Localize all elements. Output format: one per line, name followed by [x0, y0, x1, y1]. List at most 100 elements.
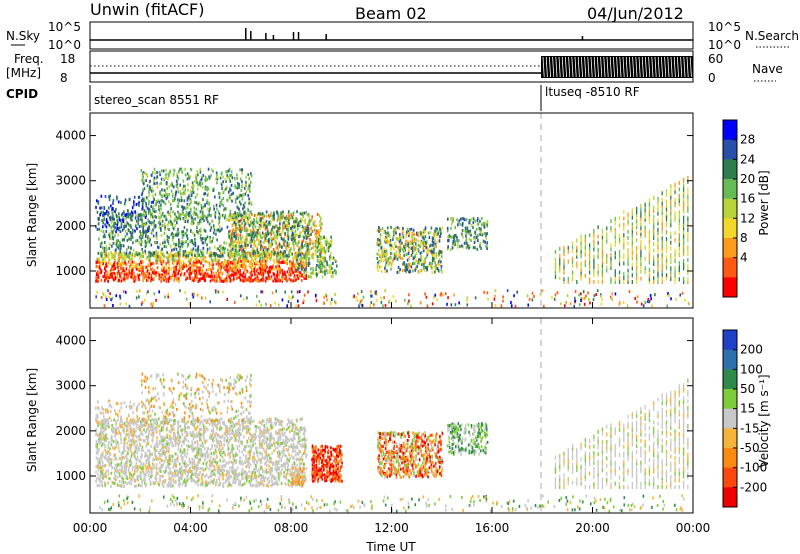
nsky-tick-bottom: 10^0: [48, 38, 81, 52]
scatter-cell: [235, 212, 237, 216]
scatter-cell: [160, 233, 163, 237]
scatter-cell: [322, 246, 325, 250]
scatter-cell: [385, 231, 387, 235]
scatter-cell: [179, 247, 182, 251]
scatter-cell: [278, 245, 281, 249]
scatter-cell: [230, 242, 233, 246]
scatter-cell: [199, 227, 202, 231]
scatter-cell: [154, 250, 157, 254]
scatter-cell: [380, 259, 382, 263]
scatter-cell: [667, 292, 669, 296]
scatter-cell: [281, 254, 284, 258]
scatter-cell: [180, 242, 183, 246]
scatter-cell: [453, 238, 455, 242]
scatter-cell: [661, 191, 663, 196]
scatter-cell: [194, 254, 196, 258]
scatter-cell: [177, 260, 179, 264]
scatter-cell: [174, 193, 177, 197]
scatter-cell: [477, 217, 479, 221]
scatter-cell: [202, 253, 205, 257]
scatter-cell: [393, 257, 396, 261]
scatter-cell: [610, 253, 612, 258]
scatter-cell: [514, 304, 517, 308]
scatter-cell: [289, 226, 292, 230]
scatter-cell: [230, 170, 233, 174]
scatter-cell: [597, 234, 599, 239]
scatter-cell: [589, 301, 591, 305]
scatter-cell: [294, 262, 297, 266]
scatter-cell: [189, 210, 192, 214]
scatter-cell: [636, 300, 638, 304]
scatter-cell: [121, 256, 123, 260]
scatter-cell: [127, 245, 130, 249]
scatter-cell: [268, 269, 270, 273]
scatter-cell: [294, 276, 296, 280]
scatter-cell: [640, 255, 642, 260]
scatter-cell: [281, 276, 283, 280]
scatter-cell: [399, 249, 401, 253]
scatter-cell: [105, 248, 108, 252]
scatter-cell: [167, 220, 170, 224]
scatter-cell: [221, 202, 223, 206]
scatter-cell: [402, 226, 404, 230]
scatter-cell: [302, 252, 305, 256]
scatter-cell: [222, 262, 224, 266]
scatter-cell: [249, 271, 252, 275]
scatter-cell: [222, 175, 224, 179]
scatter-cell: [208, 209, 211, 213]
scatter-cell: [326, 263, 328, 267]
scatter-cell: [242, 203, 245, 207]
scatter-cell: [584, 234, 587, 239]
scatter-cell: [606, 226, 608, 231]
scatter-cell: [97, 276, 100, 280]
scatter-cell: [232, 262, 234, 266]
scatter-cell: [415, 251, 418, 255]
scatter-cell: [225, 207, 228, 211]
scatter-cell: [107, 264, 109, 268]
scatter-cell: [238, 212, 241, 216]
scatter-cell: [573, 304, 576, 308]
scatter-cell: [279, 244, 282, 248]
scatter-cell: [401, 241, 403, 245]
scatter-cell: [466, 296, 469, 300]
scatter-cell: [112, 264, 114, 268]
scatter-cell: [648, 260, 651, 265]
scatter-cell: [263, 256, 265, 260]
scatter-cell: [156, 261, 158, 265]
scatter-cell: [412, 245, 415, 249]
scatter-cell: [181, 236, 184, 240]
scatter-cell: [425, 241, 427, 245]
scatter-cell: [614, 242, 616, 247]
scatter-cell: [167, 295, 169, 299]
scatter-cell: [139, 265, 141, 269]
scatter-cell: [273, 213, 275, 217]
scatter-cell: [181, 230, 183, 234]
scatter-cell: [292, 233, 295, 237]
scatter-cell: [120, 264, 122, 268]
scatter-cell: [164, 225, 166, 229]
scatter-cell: [134, 275, 137, 279]
scatter-cell: [134, 216, 137, 220]
scatter-cell: [161, 199, 163, 203]
scatter-cell: [206, 185, 209, 189]
scatter-cell: [654, 293, 656, 297]
scatter-cell: [106, 270, 109, 274]
scatter-cell: [319, 254, 322, 258]
scatter-cell: [657, 264, 659, 269]
scatter-cell: [281, 279, 283, 283]
scatter-cell: [297, 270, 300, 274]
scatter-cell: [160, 203, 163, 207]
scatter-cell: [250, 240, 252, 244]
scatter-cell: [281, 216, 283, 220]
scatter-cell: [120, 275, 122, 279]
scatter-cell: [456, 235, 458, 239]
scatter-cell: [160, 169, 163, 173]
scatter-cell: [380, 265, 382, 269]
scatter-cell: [241, 214, 243, 218]
scatter-cell: [192, 231, 194, 235]
scatter-cell: [192, 212, 195, 216]
scatter-cell: [142, 188, 144, 192]
scatter-cell: [202, 198, 204, 202]
scatter-cell: [124, 230, 127, 234]
scatter-cell: [128, 212, 130, 216]
